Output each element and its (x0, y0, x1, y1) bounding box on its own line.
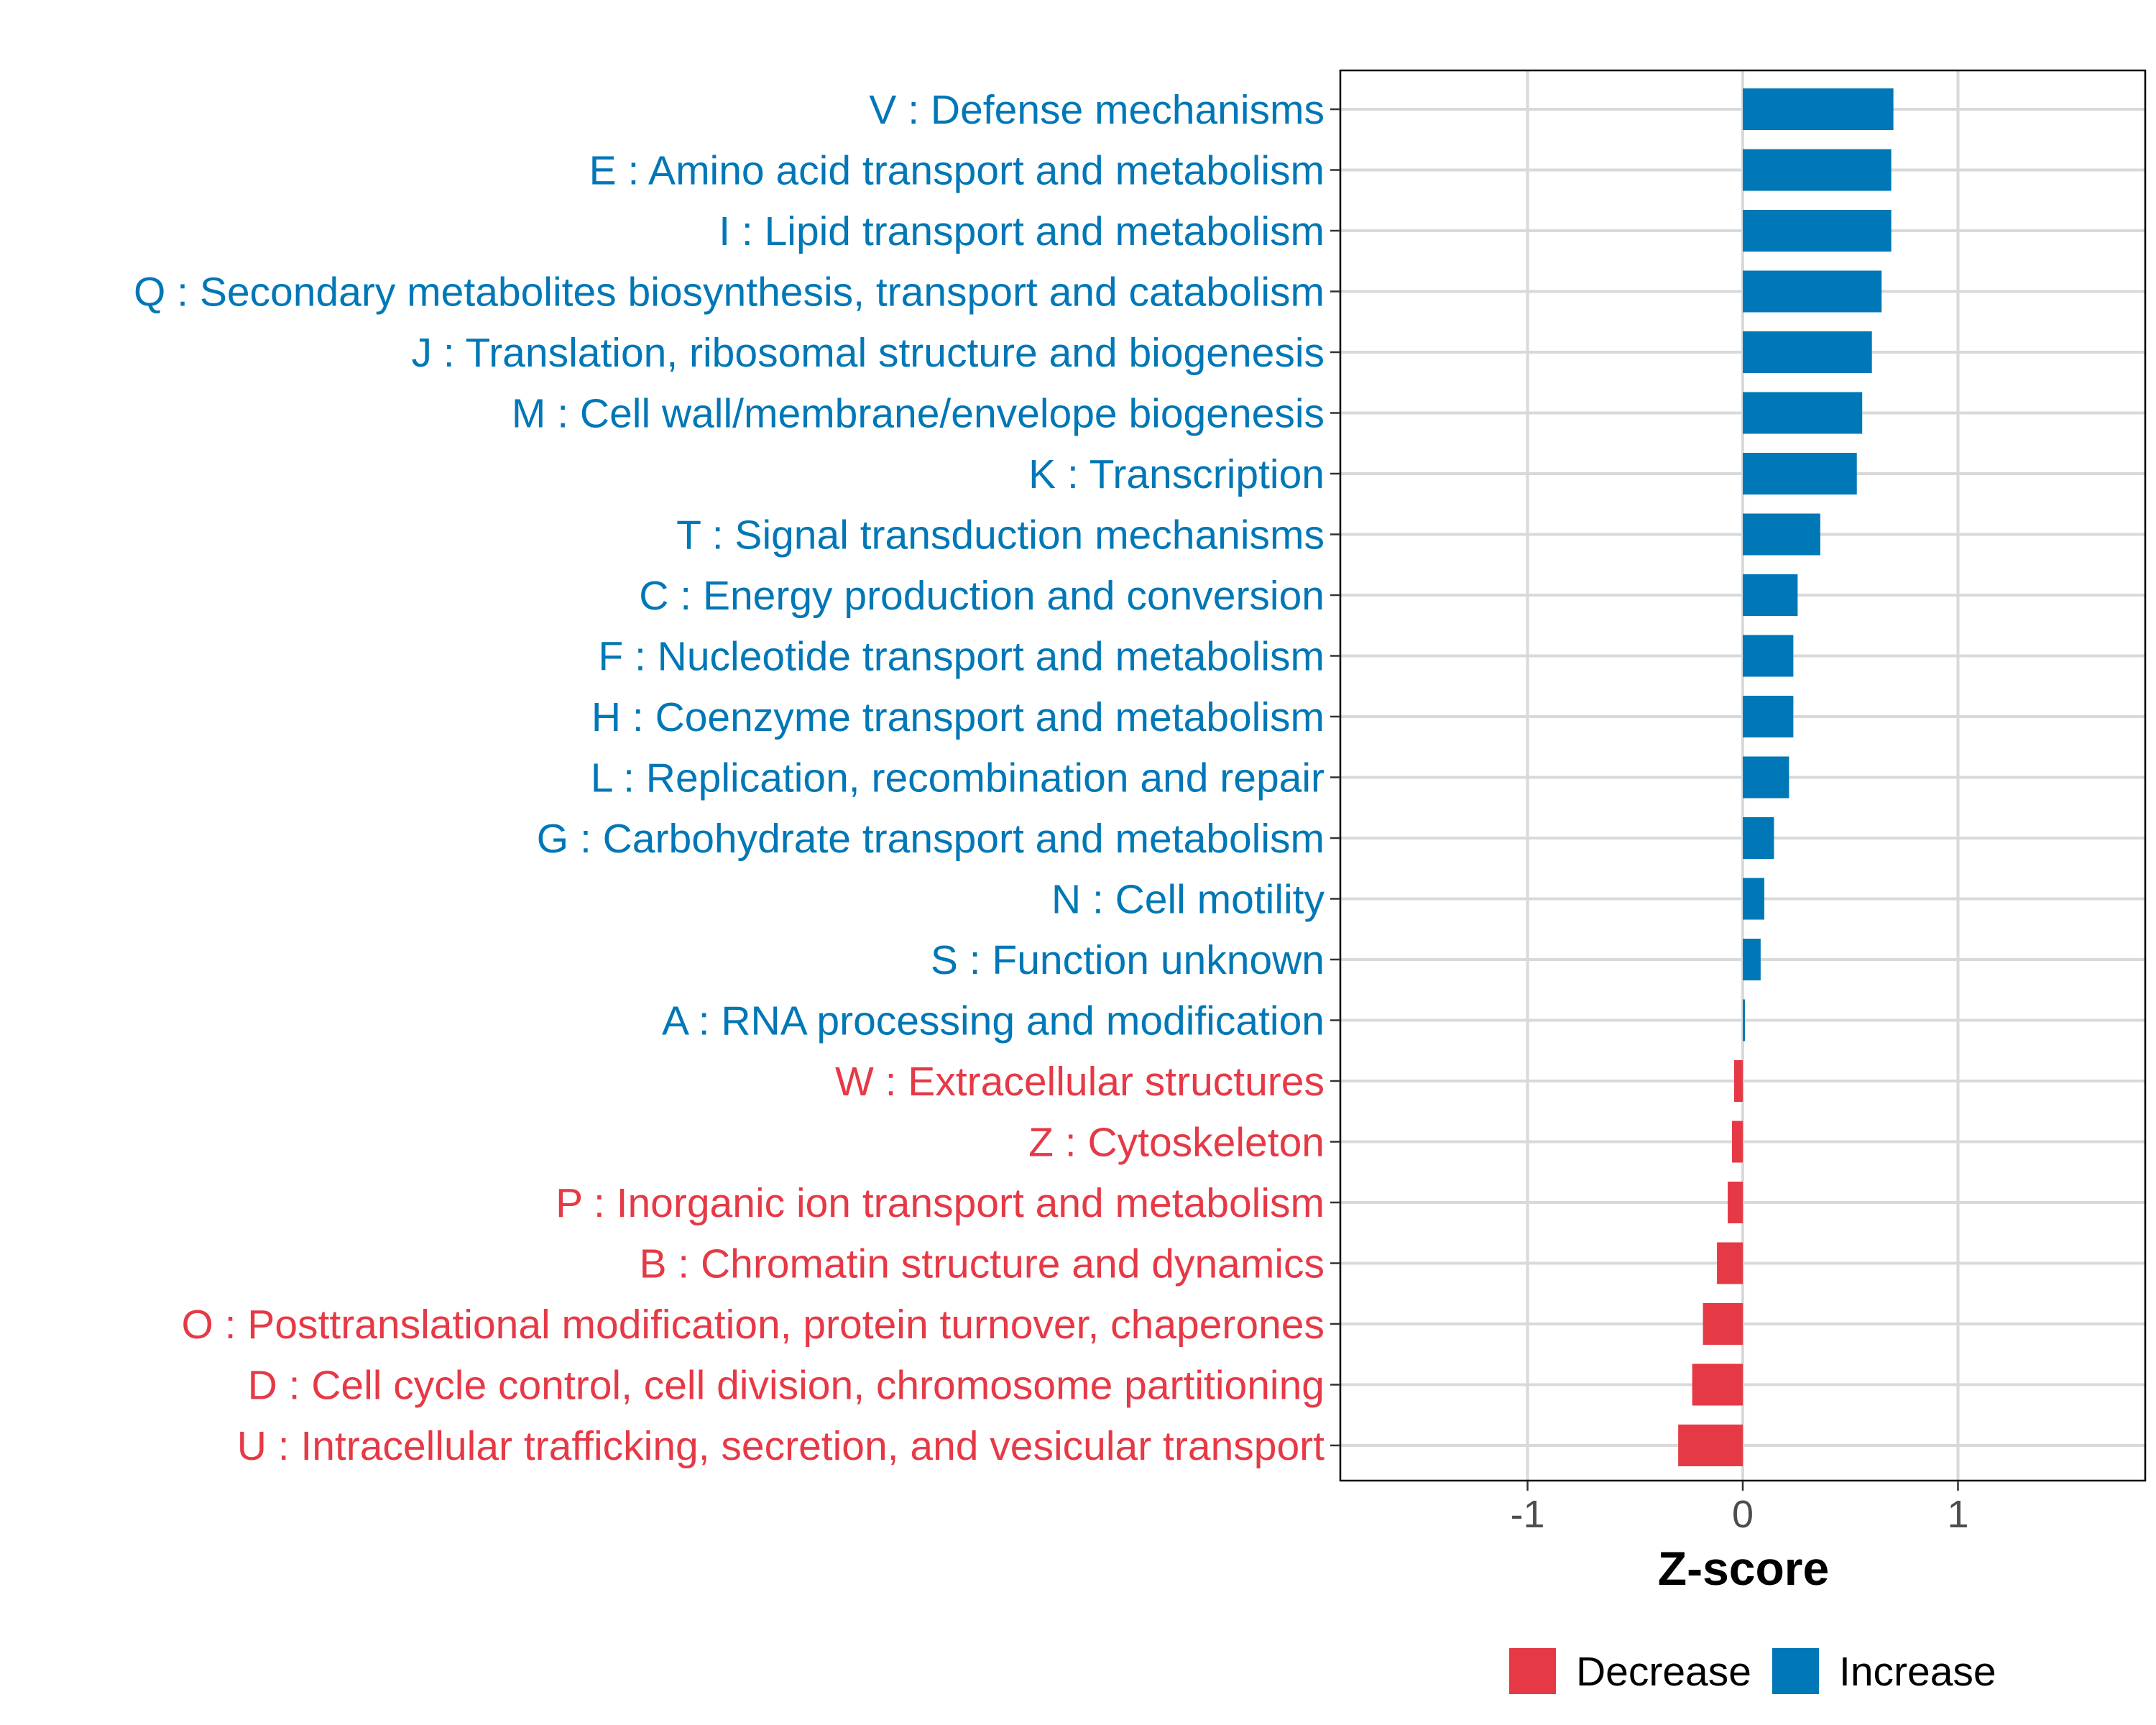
category-label: P : Inorganic ion transport and metaboli… (556, 1180, 1325, 1226)
bar-b (1717, 1242, 1743, 1284)
bar-p (1728, 1182, 1743, 1223)
bar-h (1743, 696, 1794, 737)
category-label: I : Lipid transport and metabolism (719, 208, 1325, 254)
bar-z (1732, 1121, 1743, 1163)
x-tick-label: -1 (1511, 1493, 1545, 1536)
legend-key-increase (1772, 1648, 1819, 1694)
bar-k (1743, 453, 1857, 494)
bar-s (1743, 939, 1761, 980)
category-label: L : Replication, recombination and repai… (591, 755, 1325, 801)
x-axis-ticks: -1 0 1 (1511, 1481, 1968, 1536)
category-label: J : Translation, ribosomal structure and… (412, 330, 1325, 376)
bar-v (1743, 88, 1894, 130)
bar-l (1743, 756, 1789, 799)
category-labels: V : Defense mechanisms E : Amino acid tra… (134, 87, 1340, 1469)
bar-e (1743, 149, 1892, 191)
category-label: G : Carbohydrate transport and metabolis… (537, 816, 1325, 862)
bar-n (1743, 878, 1764, 920)
category-label: B : Chromatin structure and dynamics (639, 1241, 1325, 1287)
category-label: O : Posttranslational modification, prot… (181, 1302, 1325, 1348)
category-label: Q : Secondary metabolites biosynthesis, … (134, 270, 1325, 316)
bar-g (1743, 817, 1774, 859)
bar-m (1743, 392, 1863, 434)
bar-q (1743, 270, 1882, 313)
category-label: Z : Cytoskeleton (1028, 1120, 1325, 1166)
bar-a (1743, 999, 1745, 1041)
x-tick-label: 0 (1732, 1493, 1754, 1536)
category-label: K : Transcription (1028, 451, 1325, 497)
bar-u (1678, 1425, 1743, 1466)
category-label: A : RNA processing and modification (662, 998, 1325, 1044)
bar-c (1743, 574, 1798, 616)
category-label: M : Cell wall/membrane/envelope biogenes… (512, 391, 1325, 437)
category-label: V : Defense mechanisms (869, 87, 1325, 133)
legend-label: Decrease (1576, 1649, 1751, 1695)
bar-i (1743, 210, 1892, 252)
bar-d (1692, 1363, 1743, 1406)
legend-label: Increase (1839, 1649, 1996, 1695)
x-axis-title: Z-score (1658, 1542, 1829, 1595)
bar-w (1734, 1060, 1743, 1102)
bar-t (1743, 513, 1820, 556)
bars (1678, 88, 1894, 1466)
bar-j (1743, 331, 1872, 373)
category-label: H : Coenzyme transport and metabolism (591, 694, 1325, 740)
bar-o (1703, 1303, 1743, 1345)
category-label: N : Cell motility (1051, 877, 1325, 923)
category-label: C : Energy production and conversion (639, 573, 1325, 619)
category-label: U : Intracellular trafficking, secretion… (237, 1423, 1325, 1469)
category-label: S : Function unknown (931, 937, 1325, 983)
x-tick-label: 1 (1947, 1493, 1968, 1536)
legend: Decrease Increase (1509, 1648, 1996, 1695)
category-label: W : Extracellular structures (835, 1059, 1325, 1105)
bar-f (1743, 635, 1794, 677)
category-label: D : Cell cycle control, cell division, c… (248, 1363, 1325, 1409)
legend-key-decrease (1509, 1648, 1556, 1694)
category-label: T : Signal transduction mechanisms (676, 512, 1325, 558)
category-label: F : Nucleotide transport and metabolism (598, 634, 1325, 680)
category-label: E : Amino acid transport and metabolism (589, 148, 1325, 194)
